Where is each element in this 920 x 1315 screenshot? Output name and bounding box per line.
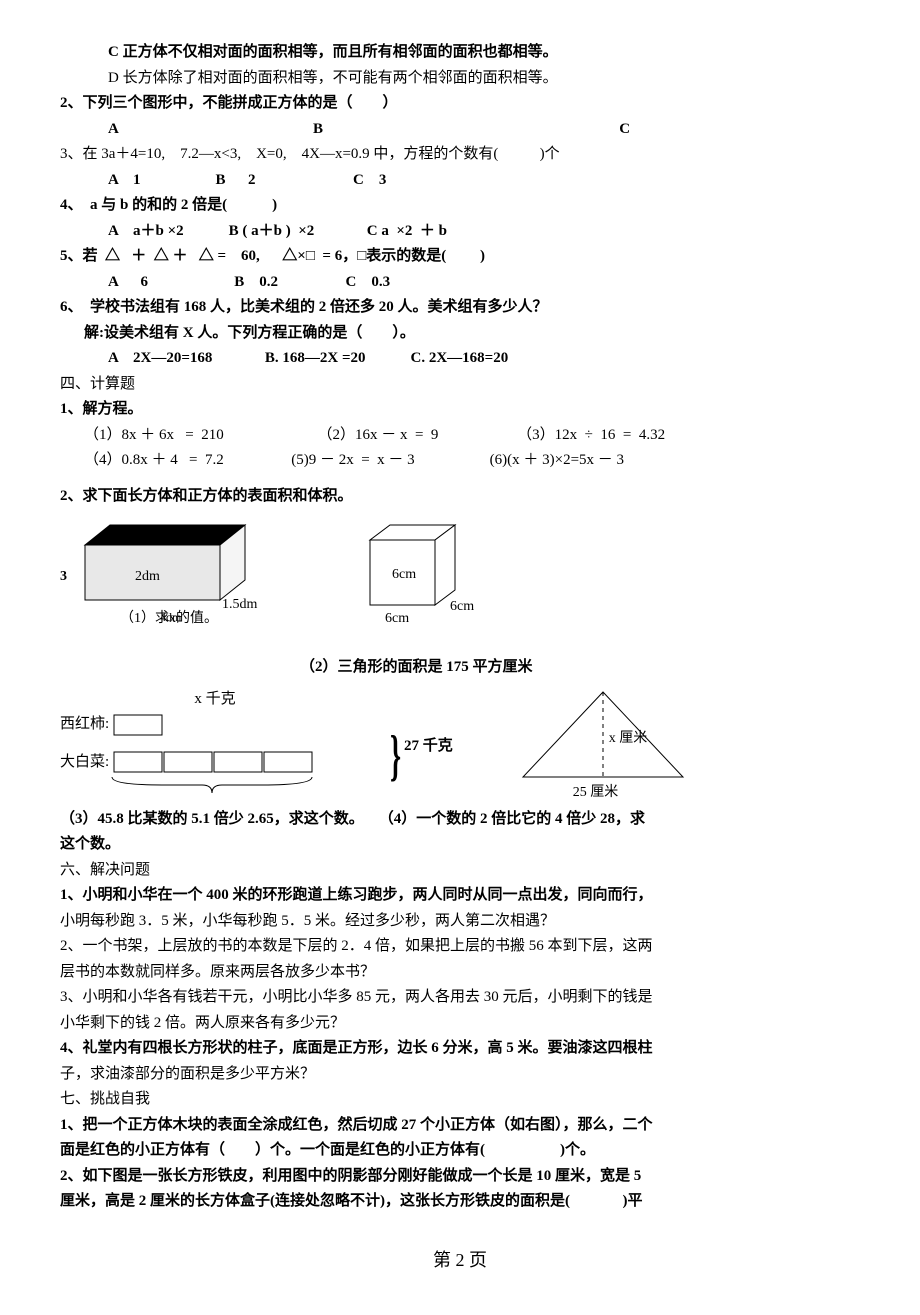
- tomato-box: [113, 714, 163, 736]
- cuboid-figure: 3 2dm 1.5dm （1）求x的值。 4dm: [60, 515, 280, 635]
- q6: 6、 学校书法组有 168 人，比美术组的 2 倍还多 20 人。美术组有多少人…: [60, 295, 860, 321]
- p3: 3、小明和小华各有钱若干元，小明比小华多 85 元，两人各用去 30 元后，小明…: [60, 985, 860, 1011]
- q4-2: 2、求下面长方体和正方体的表面积和体积。: [60, 484, 860, 510]
- option-d: D 长方体除了相对面的面积相等，不可能有两个相邻面的面积相等。: [108, 66, 860, 92]
- q4-3b: 这个数。: [60, 832, 860, 858]
- triangle-figure: x 厘米 25 厘米: [513, 687, 693, 807]
- q5-options: A 6 B 0.2 C 0.3: [108, 270, 860, 296]
- page-footer: 第 2 页: [60, 1245, 860, 1276]
- q2: 2、下列三个图形中，不能拼成正方体的是（ ）: [60, 91, 860, 117]
- cube-figure: 6cm 6cm 6cm （2）三角形的面积是 175 平方厘米: [340, 515, 533, 681]
- cube-a: 6cm: [392, 563, 416, 587]
- eq-row-1: （1）8x ＋ 6x = 210 （2）16x － x = 9 （3）12x ÷…: [84, 423, 860, 449]
- cube-c: 6cm: [385, 607, 409, 631]
- p1b: 小明每秒跑 3．5 米，小华每秒跑 5．5 米。经过多少秒，两人第二次相遇？: [60, 909, 860, 935]
- cube-svg: [340, 515, 500, 635]
- triangle-h: x 厘米: [609, 727, 648, 751]
- figure-row-1: 3 2dm 1.5dm （1）求x的值。 4dm 6cm 6cm 6cm （2）…: [60, 515, 860, 681]
- section-4: 四、计算题: [60, 372, 860, 398]
- cuboid-d: 4dm: [160, 607, 181, 627]
- cuboid-w: 2dm: [135, 565, 160, 589]
- p2b: 层书的本数就同样多。原来两层各放多少本书？: [60, 960, 860, 986]
- section-7: 七、挑战自我: [60, 1087, 860, 1113]
- q3: 3、在 3a＋4=10, 7.2—x<3, X=0, 4X—x=0.9 中，方程…: [60, 142, 860, 168]
- q4-3: （3）45.8 比某数的 5.1 倍少 2.65，求这个数。 （4）一个数的 2…: [60, 807, 860, 833]
- p3b: 小华剩下的钱 2 倍。两人原来各有多少元？: [60, 1011, 860, 1037]
- q3-options: A 1 B 2 C 3: [108, 168, 860, 194]
- fig2-label: （2）三角形的面积是 175 平方厘米: [300, 655, 533, 681]
- tomato-label: 西红柿:: [60, 712, 109, 738]
- option-c: C 正方体不仅相对面的面积相等，而且所有相邻面的面积也都相等。: [108, 40, 860, 66]
- q4-options: A a＋b ×2 B ( a＋b ) ×2 C a ×2 ＋ b: [108, 219, 860, 245]
- c2: 2、如下图是一张长方形铁皮，利用图中的阴影部分刚好能做成一个长是 10 厘米，宽…: [60, 1164, 860, 1190]
- q2-options: A B C: [108, 117, 860, 143]
- q6-options: A 2X—20=168 B. 168—2X =20 C. 2X—168=20: [108, 346, 860, 372]
- q5: 5、若 △ ＋ △ ＋ △ = 60, △×□ = 6，□表示的数是( ): [60, 244, 860, 270]
- cube-b: 6cm: [450, 595, 474, 619]
- section-6: 六、解决问题: [60, 858, 860, 884]
- balance-unit: x 千克: [100, 687, 330, 713]
- cabbage-label: 大白菜:: [60, 750, 109, 776]
- c1b: 面是红色的小正方体有（ ）个。一个面是红色的小正方体有( )个。: [60, 1138, 860, 1164]
- triangle-base: 25 厘米: [573, 781, 619, 805]
- p2: 2、一个书架，上层放的书的本数是下层的 2．4 倍，如果把上层的书搬 56 本到…: [60, 934, 860, 960]
- prefix-3: 3: [60, 565, 67, 589]
- cabbage-boxes: [113, 751, 313, 773]
- p1: 1、小明和小华在一个 400 米的环形跑道上练习跑步，两人同时从同一点出发，同向…: [60, 883, 860, 909]
- q4: 4、 a 与 b 的和的 2 倍是( ): [60, 193, 860, 219]
- c1: 1、把一个正方体木块的表面全涂成红色，然后切成 27 个小正方体（如右图），那么…: [60, 1113, 860, 1139]
- q6-sol: 解:设美术组有 X 人。下列方程正确的是（ ）。: [84, 321, 860, 347]
- eq-row-2: （4）0.8x ＋ 4 = 7.2 (5)9 － 2x = x － 3 (6)(…: [84, 448, 860, 474]
- p4: 4、礼堂内有四根长方形状的柱子，底面是正方形，边长 6 分米，高 5 米。要油漆…: [60, 1036, 860, 1062]
- figure-row-2: x 千克 西红柿: 大白菜: } 27 千克 x 厘米 25 厘米: [60, 687, 860, 807]
- total-27: } 27 千克: [390, 734, 453, 760]
- balance-figure: x 千克 西红柿: 大白菜:: [60, 687, 330, 807]
- c2b: 厘米，高是 2 厘米的长方体盒子(连接处忽略不计)，这张长方形铁皮的面积是( )…: [60, 1189, 860, 1215]
- brace-svg: [112, 775, 372, 795]
- brace-icon: }: [390, 710, 401, 805]
- cuboid-h: 1.5dm: [222, 593, 257, 617]
- q4-1: 1、解方程。: [60, 397, 860, 423]
- p4b: 子，求油漆部分的面积是多少平方米？: [60, 1062, 860, 1088]
